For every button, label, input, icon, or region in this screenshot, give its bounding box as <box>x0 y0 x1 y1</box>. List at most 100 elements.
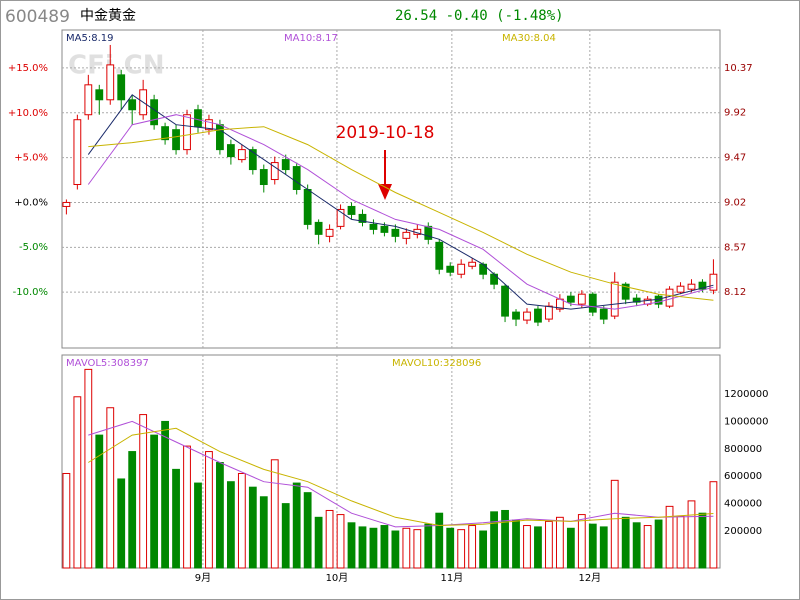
candle-body <box>468 261 477 267</box>
candle-body <box>194 109 202 128</box>
candle-body <box>347 205 356 215</box>
legend-entry: MAVOL5:308397 <box>66 358 149 369</box>
candle-body <box>128 99 137 111</box>
y-tick-label: 1200000 <box>724 389 769 400</box>
y-tick-label: 9.02 <box>724 197 746 208</box>
candle-body <box>161 126 169 141</box>
volume-bar <box>709 481 718 569</box>
volume-bar <box>632 522 641 569</box>
candle-body <box>183 114 191 151</box>
candle-body <box>687 283 696 290</box>
volume-bar <box>413 529 422 569</box>
candle-body <box>446 265 455 273</box>
ma-line <box>88 126 714 301</box>
candle-body <box>402 231 411 239</box>
volume-bar <box>479 530 488 569</box>
volume-bar <box>402 527 411 569</box>
ma-line <box>88 420 714 528</box>
volume-bar <box>237 472 246 569</box>
volume-bar <box>665 505 674 569</box>
candle-body <box>490 273 498 285</box>
y2-tick-label: +0.0% <box>14 197 48 208</box>
annotation: 2019-10-18 <box>336 123 435 143</box>
quote: 26.54 -0.40 (-1.48%) <box>395 8 564 24</box>
volume-bar <box>303 492 312 569</box>
legend-entry: MA30:8.04 <box>502 33 556 44</box>
volume-bar <box>347 522 356 569</box>
y-tick-label: 600000 <box>724 471 762 482</box>
volume-bar <box>698 512 707 569</box>
candle-body <box>479 263 488 275</box>
candle-body <box>73 119 82 186</box>
candle-body <box>84 84 93 116</box>
y-tick-label: 8.12 <box>724 287 746 298</box>
candle-body <box>150 99 159 126</box>
candle-body <box>501 285 509 317</box>
candle-body <box>577 293 586 305</box>
volume-bar <box>128 451 137 569</box>
volume-bar <box>490 511 498 569</box>
volume-bar <box>336 514 345 569</box>
volume-bar <box>643 525 652 569</box>
volume-bar <box>358 526 367 569</box>
y-tick-label: 800000 <box>724 444 762 455</box>
stock-code: 600489 <box>5 7 70 27</box>
candle-body <box>369 223 378 230</box>
candle-body <box>457 263 466 275</box>
volume-bar <box>676 515 685 569</box>
volume-bar <box>523 525 531 569</box>
volume-bar <box>610 479 619 569</box>
x-tick-label: 11月 <box>440 572 463 584</box>
candle-body <box>621 283 630 300</box>
candle-body <box>512 311 520 320</box>
y2-tick-label: +10.0% <box>8 108 48 119</box>
candle-body <box>226 144 235 158</box>
candle-body <box>709 273 718 291</box>
y-tick-label: 8.57 <box>724 242 746 253</box>
ma-line <box>87 94 714 310</box>
y2-tick-label: +5.0% <box>14 153 48 164</box>
candle-body <box>391 228 400 237</box>
candle-body <box>106 64 115 101</box>
volume-bar <box>435 512 444 569</box>
x-tick-label: 10月 <box>326 572 349 584</box>
legend-entry: MA10:8.17 <box>284 33 338 44</box>
candle-body <box>270 162 279 181</box>
candle-body <box>523 311 531 321</box>
volume-bar <box>117 478 126 569</box>
candle-body <box>117 74 126 101</box>
volume-bar <box>161 420 169 569</box>
candle-body <box>534 308 542 323</box>
x-tick-label: 9月 <box>195 572 211 584</box>
candle-body <box>248 149 257 171</box>
volume-bar <box>248 486 257 569</box>
candle-body <box>588 293 597 313</box>
volume-bar <box>654 519 663 569</box>
volume-bar <box>73 396 82 569</box>
volume-bar <box>292 482 301 569</box>
candle-body <box>172 129 180 151</box>
ma-line <box>88 427 714 527</box>
candle-body <box>698 281 707 290</box>
volume-bar <box>424 523 433 569</box>
volume-bar <box>555 516 564 569</box>
volume-bar <box>62 472 71 569</box>
legend-entry: MA5:8.19 <box>66 33 113 44</box>
volume-bar <box>281 503 290 569</box>
candle-body <box>435 241 444 270</box>
volume-bar <box>446 527 455 569</box>
y-tick-label: 200000 <box>724 526 762 537</box>
candle-body <box>665 288 674 307</box>
candle-body <box>336 208 345 227</box>
candle-body <box>325 228 334 237</box>
y2-tick-label: +15.0% <box>8 63 48 74</box>
y-tick-label: 1000000 <box>724 416 769 427</box>
volume-bar <box>205 451 213 569</box>
volume-bar <box>216 462 224 569</box>
watermark: CFi.CN <box>68 51 164 81</box>
volume-bar <box>391 530 400 569</box>
candle-body <box>292 166 301 190</box>
volume-bar <box>599 526 608 569</box>
